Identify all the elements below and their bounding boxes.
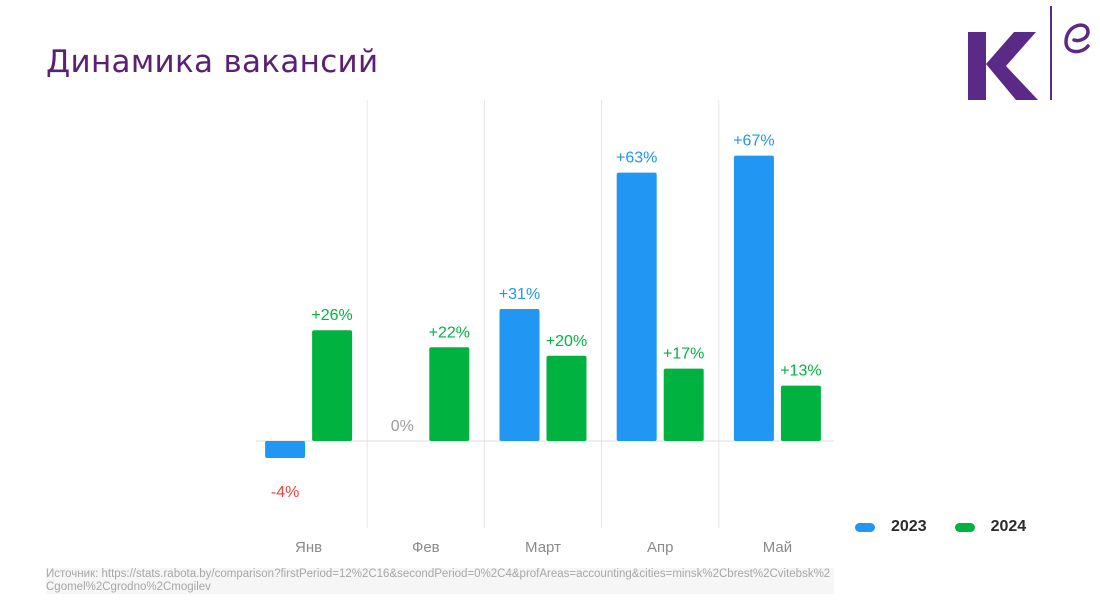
bar-2024-4 xyxy=(663,368,704,441)
x-tick-label: Март xyxy=(525,539,561,556)
data-label-2023-2: 0% xyxy=(391,418,414,435)
company-logo-icon xyxy=(968,6,1090,100)
x-tick-label: Май xyxy=(763,539,792,556)
x-tick-label: Янв xyxy=(295,539,322,556)
legend-swatch-2024 xyxy=(954,522,975,532)
data-label-2024-1: +26% xyxy=(311,307,352,324)
data-label-2024-4: +17% xyxy=(663,346,704,363)
chart-bars xyxy=(265,155,821,459)
chart-data-labels: -4% +26% 0% +22% +31% +20% +63% +17% +67% +13% xyxy=(271,133,822,501)
x-tick-label: Апр xyxy=(647,539,673,556)
bar-2023-5 xyxy=(733,155,774,441)
legend-label-2024: 2024 xyxy=(990,518,1027,535)
bar-2024-5 xyxy=(780,385,821,441)
legend-swatch-2023 xyxy=(855,522,875,532)
bar-2023-1 xyxy=(265,441,306,459)
data-label-2024-5: +13% xyxy=(780,363,821,380)
data-label-2023-1: -4% xyxy=(271,484,299,501)
bar-2023-4 xyxy=(616,172,657,441)
source-note: Источник: https://stats.rabota.by/compar… xyxy=(46,568,834,594)
chart-legend: 2023 2024 xyxy=(855,518,1054,536)
legend-item-2024: 2024 xyxy=(954,518,1027,536)
bar-2024-3 xyxy=(546,355,587,441)
data-label-2023-3: +31% xyxy=(499,286,540,303)
bar-2024-2 xyxy=(429,347,470,441)
legend-item-2023: 2023 xyxy=(855,518,927,536)
data-label-2024-2: +22% xyxy=(429,324,470,341)
legend-label-2023: 2023 xyxy=(891,518,927,535)
page-title: Динамика вакансий xyxy=(46,44,379,80)
data-label-2023-4: +63% xyxy=(616,150,657,167)
bar-2023-3 xyxy=(499,308,540,441)
chart-x-tick-labels: Янв Фев Март Апр Май xyxy=(295,539,792,556)
bar-2024-1 xyxy=(312,330,353,441)
data-label-2023-5: +67% xyxy=(733,133,774,150)
x-tick-label: Фев xyxy=(412,539,440,556)
data-label-2024-3: +20% xyxy=(546,333,587,350)
